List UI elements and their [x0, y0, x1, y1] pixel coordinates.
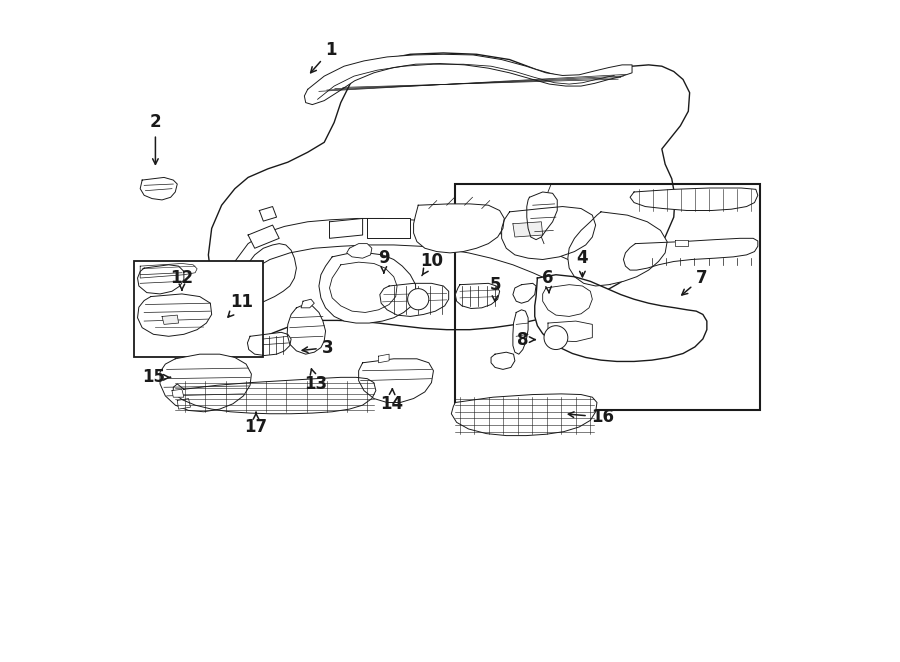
Polygon shape	[535, 275, 707, 361]
Text: 9: 9	[378, 249, 390, 273]
Polygon shape	[162, 315, 178, 324]
Polygon shape	[174, 377, 376, 414]
Polygon shape	[414, 204, 504, 253]
Bar	[455, 184, 760, 410]
Polygon shape	[138, 294, 212, 336]
Polygon shape	[140, 177, 177, 200]
Polygon shape	[380, 283, 449, 316]
Polygon shape	[513, 283, 536, 303]
Text: 1: 1	[310, 40, 337, 73]
Polygon shape	[513, 310, 528, 354]
Polygon shape	[455, 283, 500, 308]
Polygon shape	[675, 240, 688, 246]
Polygon shape	[548, 321, 592, 342]
Polygon shape	[301, 299, 314, 308]
Text: 11: 11	[228, 293, 254, 317]
Polygon shape	[248, 332, 291, 355]
Text: 13: 13	[304, 369, 328, 393]
Text: 3: 3	[302, 338, 333, 357]
Polygon shape	[543, 285, 592, 316]
Polygon shape	[451, 394, 597, 436]
Circle shape	[408, 289, 428, 310]
Text: 12: 12	[170, 269, 194, 290]
Text: 4: 4	[577, 249, 589, 277]
Polygon shape	[329, 262, 397, 312]
Text: 5: 5	[490, 275, 500, 301]
Polygon shape	[346, 244, 372, 258]
Polygon shape	[259, 207, 276, 221]
Polygon shape	[526, 192, 557, 240]
Polygon shape	[513, 222, 543, 237]
Text: 10: 10	[420, 252, 443, 275]
Polygon shape	[624, 238, 758, 270]
Polygon shape	[630, 188, 758, 211]
Polygon shape	[319, 253, 416, 323]
Polygon shape	[248, 225, 279, 248]
Polygon shape	[304, 54, 632, 105]
Text: 14: 14	[380, 389, 403, 413]
Circle shape	[544, 326, 568, 350]
Text: 8: 8	[518, 330, 535, 349]
Text: 6: 6	[542, 269, 554, 293]
Polygon shape	[177, 399, 191, 409]
Polygon shape	[160, 354, 251, 412]
Text: 15: 15	[142, 368, 170, 387]
Polygon shape	[172, 389, 184, 397]
Polygon shape	[138, 265, 184, 294]
Polygon shape	[501, 207, 596, 260]
Text: 16: 16	[568, 408, 614, 426]
Polygon shape	[568, 212, 667, 286]
Polygon shape	[140, 263, 197, 278]
Text: 17: 17	[245, 412, 267, 436]
Text: 2: 2	[149, 113, 161, 164]
Polygon shape	[491, 352, 515, 369]
Polygon shape	[358, 359, 434, 402]
Bar	[133, 261, 263, 357]
Polygon shape	[209, 53, 689, 344]
Text: 7: 7	[682, 269, 707, 295]
Polygon shape	[367, 218, 410, 238]
Polygon shape	[329, 218, 363, 238]
Polygon shape	[379, 354, 389, 363]
Polygon shape	[287, 305, 326, 354]
